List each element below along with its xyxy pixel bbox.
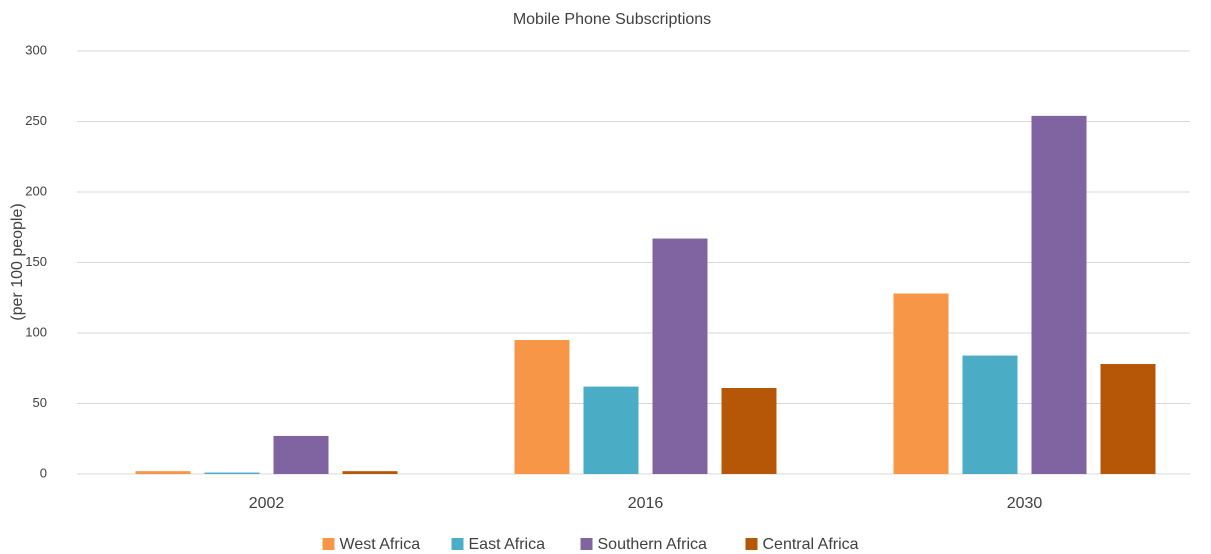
y-tick-label: 250 (25, 113, 47, 128)
legend-swatch (745, 538, 758, 550)
bar (1031, 115, 1087, 475)
y-tick-label: 100 (25, 324, 47, 339)
y-axis-label: (per 100 people) (9, 203, 26, 320)
legend-label: East Africa (469, 536, 546, 553)
bar (204, 472, 260, 474)
x-tick-label: 2002 (249, 495, 285, 512)
y-tick-label: 0 (40, 465, 47, 480)
y-tick-label: 50 (33, 395, 47, 410)
y-tick-label: 150 (25, 254, 47, 269)
bar (135, 471, 191, 474)
legend-swatch (322, 538, 335, 550)
bar (273, 435, 329, 474)
bar (893, 293, 949, 474)
legend-swatch (580, 538, 593, 550)
y-tick-label: 300 (25, 42, 47, 57)
bar (962, 355, 1018, 474)
legend-swatch (451, 538, 464, 550)
bar (514, 340, 570, 474)
legend-label: Central Africa (763, 536, 859, 553)
legend-label: Southern Africa (598, 536, 708, 553)
x-tick-label: 2016 (628, 495, 664, 512)
chart-title: Mobile Phone Subscriptions (513, 11, 711, 28)
bar (583, 386, 639, 474)
x-tick-label: 2030 (1007, 495, 1043, 512)
y-tick-label: 200 (25, 183, 47, 198)
bar (721, 387, 777, 474)
bar (1100, 364, 1156, 474)
bar (652, 238, 708, 474)
bar (342, 471, 398, 474)
legend-label: West Africa (340, 536, 421, 553)
